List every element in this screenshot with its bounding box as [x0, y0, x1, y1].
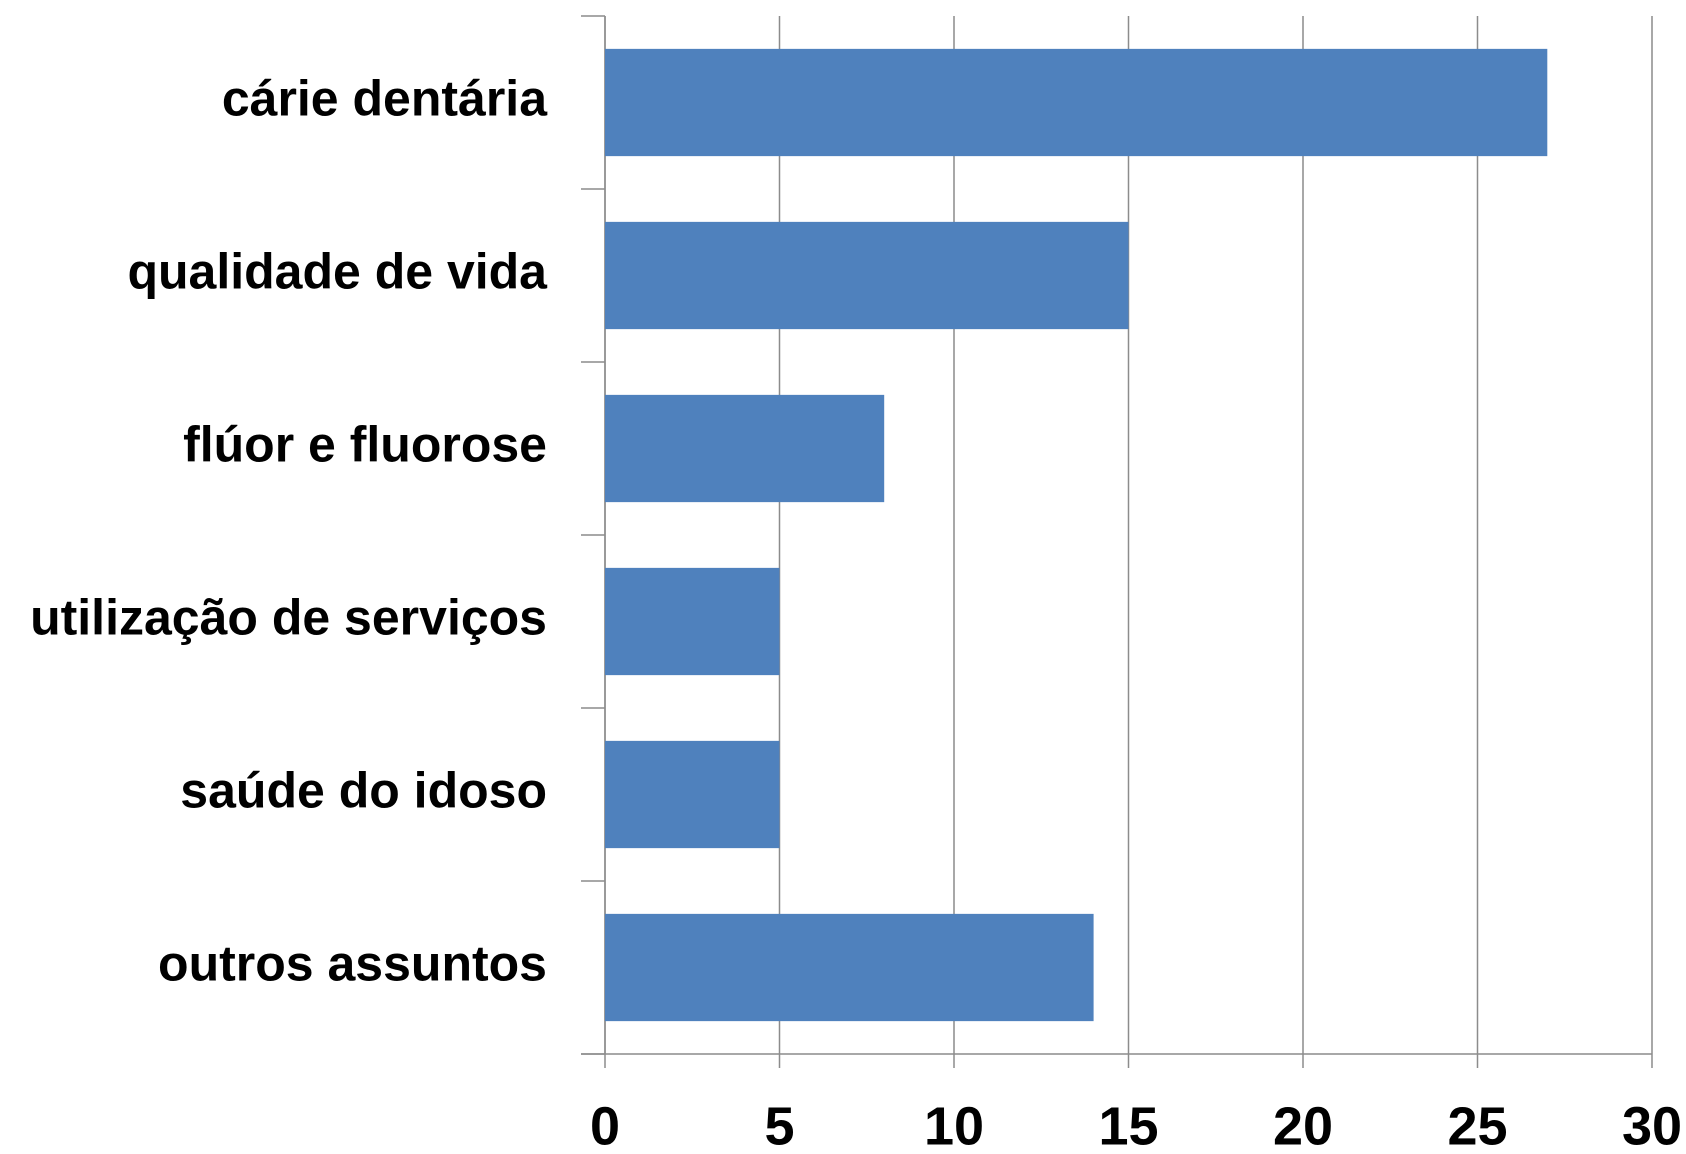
x-tick-label: 0	[590, 1096, 620, 1154]
bar	[605, 740, 780, 849]
bar	[605, 221, 1129, 330]
x-tick-label: 25	[1447, 1096, 1507, 1154]
x-tick-label: 15	[1098, 1096, 1158, 1154]
y-tick-label: qualidade de vida	[127, 244, 548, 300]
x-tick-label: 30	[1622, 1096, 1682, 1154]
x-tick-label: 10	[924, 1096, 984, 1154]
bar	[605, 394, 885, 503]
y-tick-label: flúor e fluorose	[183, 417, 547, 473]
y-tick-label: utilização de serviços	[30, 590, 547, 646]
x-tick-label: 20	[1273, 1096, 1333, 1154]
x-tick-label: 5	[764, 1096, 794, 1154]
y-tick-label: outros assuntos	[158, 936, 547, 992]
bar	[605, 913, 1094, 1022]
y-tick-label: saúde do idoso	[180, 763, 547, 819]
bar	[605, 48, 1548, 157]
y-tick-label: cárie dentária	[222, 71, 548, 127]
bar	[605, 567, 780, 676]
